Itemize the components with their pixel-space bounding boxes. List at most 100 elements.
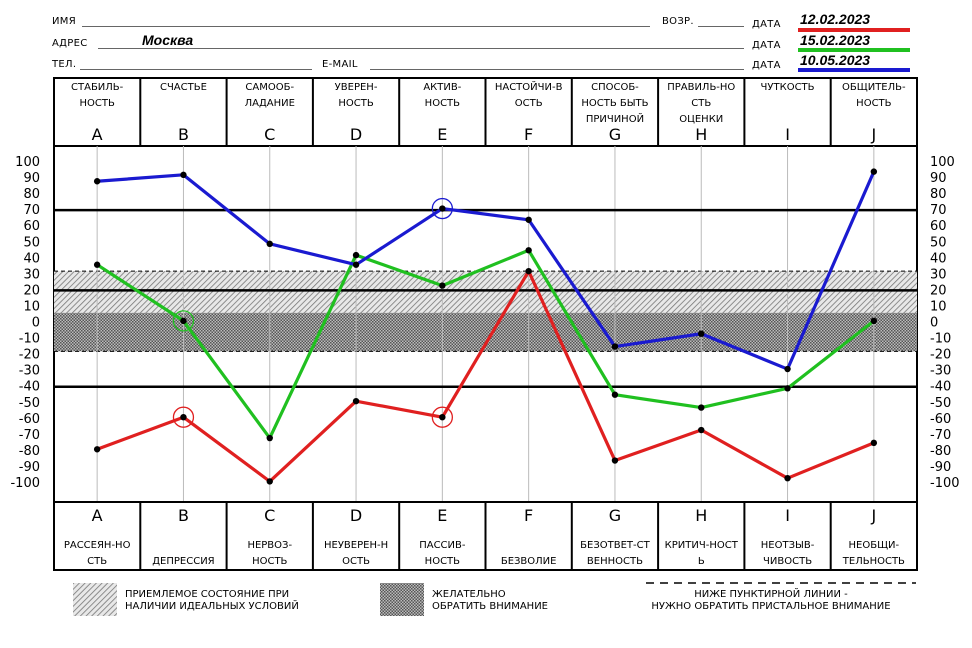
y-tick-left: -30	[19, 364, 40, 379]
category-label-I: ЧИВОСТЬ	[763, 556, 812, 567]
category-label-C: НОСТЬ	[252, 556, 287, 567]
y-tick-left: -90	[19, 460, 40, 475]
category-letter-G: G	[609, 125, 621, 144]
y-tick-right: -10	[930, 332, 951, 347]
y-tick-right: -20	[930, 348, 951, 363]
name-field[interactable]	[82, 26, 650, 27]
category-letter-D: D	[350, 506, 362, 525]
legend-dashed-line1: НИЖЕ ПУНКТИРНОЙ ЛИНИИ -	[694, 587, 848, 600]
data-point-15.02.2023-I	[784, 385, 791, 392]
y-tick-right: -40	[930, 380, 951, 395]
category-letter-D: D	[350, 125, 362, 144]
y-tick-right: -60	[930, 412, 951, 427]
data-point-15.02.2023-A	[93, 261, 101, 268]
data-point-10.05.2023-C	[266, 240, 273, 248]
category-label-A: РАССЕЯН-НО	[64, 540, 131, 551]
y-tick-left: -40	[19, 380, 40, 395]
email-field[interactable]	[370, 69, 744, 70]
y-tick-right: -80	[930, 444, 951, 459]
category-label-G: ПРИЧИНОЙ	[586, 112, 644, 125]
category-letter-A: A	[92, 506, 103, 525]
data-point-10.05.2023-A	[93, 178, 101, 185]
category-label-J: ОБЩИТЕЛЬ-	[842, 82, 906, 93]
legend-attention-line2: ОБРАТИТЬ ВНИМАНИЕ	[432, 601, 548, 612]
category-label-C: НЕРВОЗ-	[247, 540, 292, 551]
category-label-C: ЛАДАНИЕ	[245, 98, 295, 109]
y-tick-left: 30	[23, 267, 40, 282]
age-label: ВОЗР.	[662, 16, 694, 27]
y-tick-left: -60	[19, 412, 40, 427]
category-letter-J: J	[870, 125, 876, 144]
data-point-12.02.2023-F	[525, 267, 532, 275]
legend-acceptable-line1: ПРИЕМЛЕМОЕ СОСТОЯНИЕ ПРИ	[125, 589, 289, 600]
category-letter-F: F	[524, 506, 533, 525]
category-letter-I: I	[785, 125, 790, 144]
data-point-10.05.2023-J	[870, 168, 878, 175]
y-tick-right: 70	[930, 203, 947, 218]
y-tick-right: 90	[930, 171, 947, 186]
category-letter-F: F	[524, 125, 533, 144]
category-label-G: БЕЗОТВЕТ-СТ	[580, 540, 650, 551]
category-label-E: ПАССИВ-	[419, 540, 466, 551]
y-tick-right: -70	[930, 428, 951, 443]
category-label-I: НЕОТЗЫВ-	[761, 540, 815, 551]
y-tick-right: 50	[930, 235, 947, 250]
y-tick-left: 80	[23, 187, 40, 202]
highlight-circle-15.02.2023-B	[172, 310, 195, 332]
date-value-1: 12.02.2023	[800, 11, 871, 27]
legend-acceptable-swatch	[73, 583, 117, 616]
category-letter-B: B	[178, 125, 189, 144]
category-letter-A: A	[92, 125, 103, 144]
series-line-12.02.2023	[96, 269, 875, 483]
address-label: АДРЕС	[52, 38, 88, 49]
y-tick-left: -10	[19, 332, 40, 347]
address-field[interactable]	[98, 48, 744, 49]
category-letter-C: C	[264, 125, 275, 144]
category-label-D: НОСТЬ	[338, 98, 373, 109]
category-label-J: ТЕЛЬНОСТЬ	[842, 556, 905, 567]
legend-attention-line1: ЖЕЛАТЕЛЬНО	[432, 589, 506, 600]
y-tick-left: 40	[23, 251, 40, 266]
phone-label: ТЕЛ.	[52, 59, 77, 70]
date-label-3: ДАТА	[752, 60, 781, 71]
data-point-12.02.2023-H	[698, 426, 705, 434]
category-label-A: СТАБИЛЬ-	[71, 82, 124, 93]
data-point-15.02.2023-J	[870, 317, 878, 325]
category-label-J: НОСТЬ	[856, 98, 891, 109]
y-tick-right: 30	[930, 267, 947, 282]
address-value: Москва	[142, 32, 194, 48]
category-letter-E: E	[437, 125, 447, 144]
category-letter-C: C	[264, 506, 275, 525]
series	[93, 168, 878, 485]
date-color-1	[798, 28, 910, 32]
y-tick-right: -30	[930, 364, 951, 379]
y-tick-right: 40	[930, 251, 947, 266]
data-point-15.02.2023-F	[525, 247, 532, 254]
category-label-A: НОСТЬ	[79, 98, 114, 109]
highlight-circle-10.05.2023-E	[431, 197, 454, 220]
phone-field[interactable]	[80, 69, 312, 70]
y-tick-right: 60	[930, 219, 947, 234]
series-line-15.02.2023	[96, 248, 875, 440]
category-label-F: ОСТЬ	[515, 98, 543, 109]
category-label-G: НОСТЬ БЫТЬ	[581, 98, 648, 109]
y-axis-left: 1009080706050403020100-10-20-30-40-50-60…	[10, 155, 40, 491]
category-label-B: СЧАСТЬЕ	[160, 82, 207, 93]
y-tick-right: 10	[930, 299, 947, 314]
data-point-15.02.2023-G	[611, 391, 619, 398]
age-field[interactable]	[698, 26, 744, 27]
data-point-12.02.2023-E	[439, 413, 446, 421]
category-letter-J: J	[870, 506, 876, 525]
category-label-D: ОСТЬ	[342, 556, 370, 567]
category-label-F: БЕЗВОЛИЕ	[501, 556, 557, 567]
highlight-circle-12.02.2023-E	[431, 406, 454, 428]
bottom-labels: A РАССЕЯН-НО СТЬ B ДЕПРЕССИЯ C НЕРВОЗ- НОСТЬ D НЕ…	[64, 502, 905, 570]
data-point-15.02.2023-E	[439, 282, 446, 289]
category-label-B: ДЕПРЕССИЯ	[152, 556, 214, 567]
y-tick-left: -20	[19, 348, 40, 363]
data-point-15.02.2023-C	[266, 434, 273, 442]
category-label-A: СТЬ	[87, 556, 107, 567]
date-color-3	[798, 68, 910, 72]
data-point-12.02.2023-B	[180, 413, 187, 421]
